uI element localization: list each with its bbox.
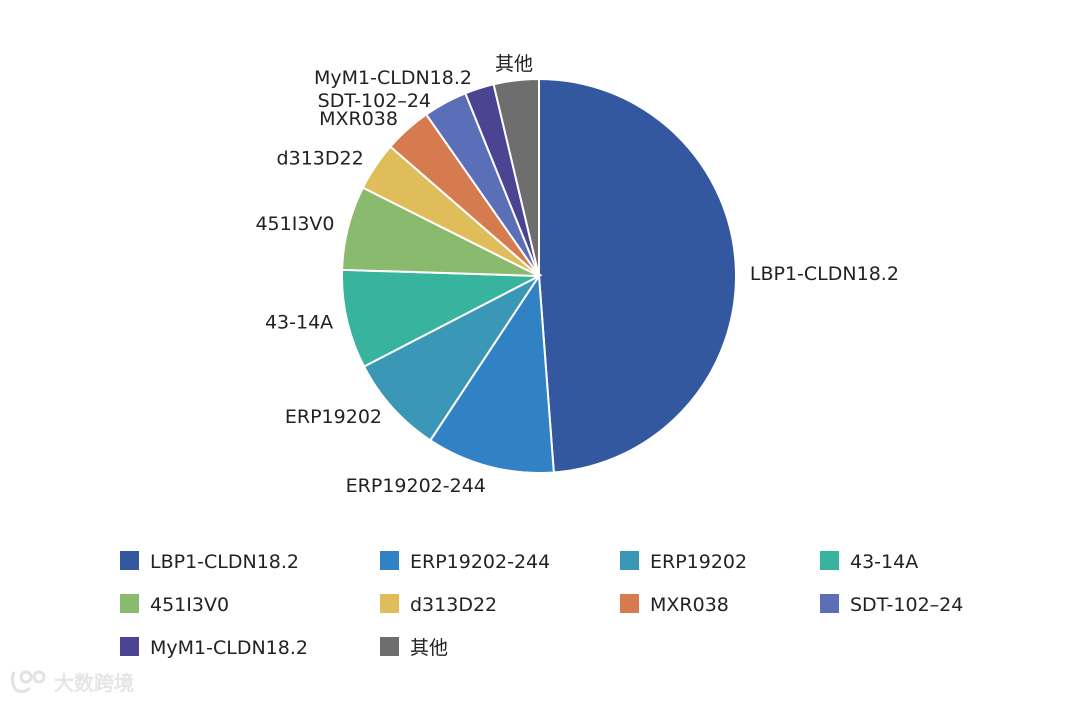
legend-label: d313D22 xyxy=(410,594,497,616)
logo-icon xyxy=(10,670,46,694)
legend-label: 451I3V0 xyxy=(150,594,229,616)
pie-slice-43-14a xyxy=(341,268,543,368)
legend-item-mxr038: MXR038 xyxy=(620,594,729,616)
slice-label-erp19202-244: ERP19202-244 xyxy=(346,475,486,497)
slice-label-451i3v0: 451I3V0 xyxy=(255,213,334,235)
legend-item-erp19202: ERP19202 xyxy=(620,551,747,573)
legend-label: SDT-102–24 xyxy=(850,594,963,616)
legend-label: 其他 xyxy=(410,637,448,659)
legend-label: ERP19202-244 xyxy=(410,551,550,573)
legend-item-sdt-102-24: SDT-102–24 xyxy=(820,594,963,616)
legend-swatch xyxy=(820,551,839,570)
legend-item-43-14a: 43-14A xyxy=(820,551,918,573)
legend-swatch xyxy=(620,551,639,570)
legend-item-lbp1-cldn18-2: LBP1-CLDN18.2 xyxy=(120,551,299,573)
slice-label-mxr038: MXR038 xyxy=(319,108,398,130)
pie-slice-erp19202-244 xyxy=(428,273,555,474)
legend-swatch xyxy=(380,637,399,656)
slice-label-43-14a: 43-14A xyxy=(265,312,333,334)
watermark: 大数跨境 xyxy=(10,670,134,695)
legend: LBP1-CLDN18.2 ERP19202-244 ERP19202 43-14A 4… xyxy=(120,551,963,659)
legend-label: LBP1-CLDN18.2 xyxy=(150,551,299,573)
slice-label-mym1-cldn18-2: MyM1-CLDN18.2 xyxy=(314,67,472,89)
legend-swatch xyxy=(120,551,139,570)
legend-label: ERP19202 xyxy=(650,551,747,573)
legend-label: 43-14A xyxy=(850,551,918,573)
legend-item-451i3v0: 451I3V0 xyxy=(120,594,229,616)
slice-label-lbp1-cldn18-2: LBP1-CLDN18.2 xyxy=(750,263,899,285)
legend-swatch xyxy=(620,594,639,613)
slice-label-erp19202: ERP19202 xyxy=(285,406,382,428)
legend-label: MyM1-CLDN18.2 xyxy=(150,637,308,659)
legend-swatch xyxy=(380,594,399,613)
slice-label-d313d22: d313D22 xyxy=(277,148,364,170)
legend-item-mym1-cldn18-2: MyM1-CLDN18.2 xyxy=(120,637,308,659)
pie-slice-lbp1-cldn18-2 xyxy=(538,77,737,474)
legend-label: MXR038 xyxy=(650,594,729,616)
legend-swatch xyxy=(380,551,399,570)
pie-slice-item-9 xyxy=(492,77,540,277)
pie-slices xyxy=(341,77,737,474)
slice-labels: LBP1-CLDN18.2 ERP19202-244 ERP19202 43-14A 4… xyxy=(255,53,898,497)
legend-item-erp19202-244: ERP19202-244 xyxy=(380,551,550,573)
slice-label-sdt-102-24: SDT-102–24 xyxy=(318,90,431,112)
watermark-text: 大数跨境 xyxy=(54,671,134,695)
legend-swatch xyxy=(120,594,139,613)
legend-swatch xyxy=(820,594,839,613)
legend-item-item-9: 其他 xyxy=(380,637,448,659)
slice-label-item-9: 其他 xyxy=(495,53,533,75)
legend-item-d313d22: d313D22 xyxy=(380,594,497,616)
pie-slice-erp19202 xyxy=(362,273,542,442)
legend-swatch xyxy=(120,637,139,656)
